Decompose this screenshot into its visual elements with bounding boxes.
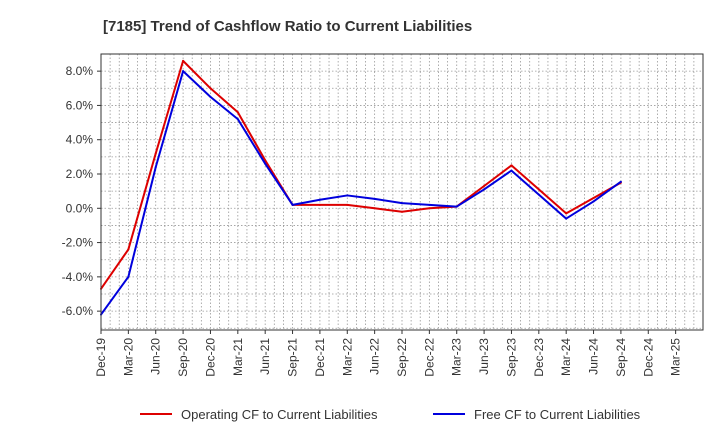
x-tick-label: Sep-20 [176,338,190,377]
series-0-point [182,59,185,62]
y-tick-label: -4.0% [62,270,94,284]
legend-item-operating-cf: Operating CF to Current Liabilities [140,407,378,422]
x-tick-label: Dec-21 [313,338,327,377]
x-tick-label: Jun-22 [368,338,382,375]
x-tick-label: Sep-23 [504,338,518,377]
legend-item-free-cf: Free CF to Current Liabilities [433,407,641,422]
x-tick-label: Jun-21 [258,338,272,375]
plot-border [100,53,704,331]
x-tick-label: Jun-23 [477,338,491,375]
series-1-point [592,200,595,203]
series-1-point [619,180,622,183]
x-tick-label: Dec-22 [422,338,436,377]
x-tick-label: Dec-24 [641,338,655,377]
x-tick-label: Sep-22 [395,338,409,377]
series-1-point [318,198,321,201]
x-tick-label: Jun-24 [587,338,601,375]
series-0-point [373,207,376,210]
x-tick-label: Dec-20 [203,338,217,377]
series-0-point [209,87,212,90]
series-1-point [483,188,486,191]
series-1-point [209,95,212,98]
series-1-point [401,202,403,205]
legend-label-free-cf: Free CF to Current Liabilities [474,407,641,422]
series-1-point [346,194,349,197]
series-1-point [264,162,267,165]
series-0-point [127,248,130,251]
series-0-point [264,159,267,162]
y-tick-label: 6.0% [66,98,94,112]
y-tick-label: 2.0% [66,167,94,181]
x-tick-label: Dec-23 [532,338,546,377]
series-line-0 [100,59,622,290]
series-0-point [154,152,157,155]
x-tick-label: Mar-23 [450,338,464,376]
series-1-point [373,197,376,200]
legend: Operating CF to Current Liabilities Free… [140,407,641,422]
y-tick-label: 0.0% [66,201,94,215]
series-1-point [537,193,540,196]
y-tick-label: 4.0% [66,133,94,147]
series-0-point [510,164,513,167]
x-tick-label: Dec-19 [94,338,108,377]
series-0-point [537,188,540,191]
x-tick-label: Mar-22 [340,338,354,376]
x-tick-label: Mar-20 [121,338,135,376]
series-1-point [510,169,513,172]
y-tick-label: -6.0% [62,304,94,318]
series-0-point [565,212,568,215]
series-0-point [346,203,349,206]
series-1-point [565,217,568,220]
series-1-point [154,166,157,169]
series-1-point [455,205,458,208]
y-axis-ticks: 8.0% 6.0% 4.0% 2.0% 0.0% -2.0% -4.0% -6.0% [62,64,101,318]
x-tick-label: Sep-21 [286,338,300,377]
x-tick-label: Mar-21 [231,338,245,376]
series-line-1 [100,70,622,316]
series-1-point [291,203,294,206]
x-tick-label: Mar-25 [669,338,683,376]
chart-title: [7185] Trend of Cashflow Ratio to Curren… [103,18,472,35]
series-1-point [428,203,431,206]
x-tick-label: Jun-20 [149,338,163,375]
series-0-point [428,207,431,210]
y-tick-label: 8.0% [66,64,94,78]
series-0-point [592,197,595,199]
series-1-point [182,70,185,73]
series-0-point [483,185,486,187]
x-tick-label: Mar-24 [559,338,573,376]
x-tick-label: Sep-24 [614,338,628,377]
y-tick-label: -2.0% [62,236,94,250]
x-axis-ticks: Dec-19 Mar-20 Jun-20 Sep-20 Dec-20 Mar-21 Jun-… [94,330,683,377]
series-0-point [236,111,239,114]
series-1-point [236,118,239,121]
series-1-point [127,275,130,278]
legend-label-operating-cf: Operating CF to Current Liabilities [181,407,378,422]
series-0-point [318,203,321,206]
series-0-point [401,210,403,213]
